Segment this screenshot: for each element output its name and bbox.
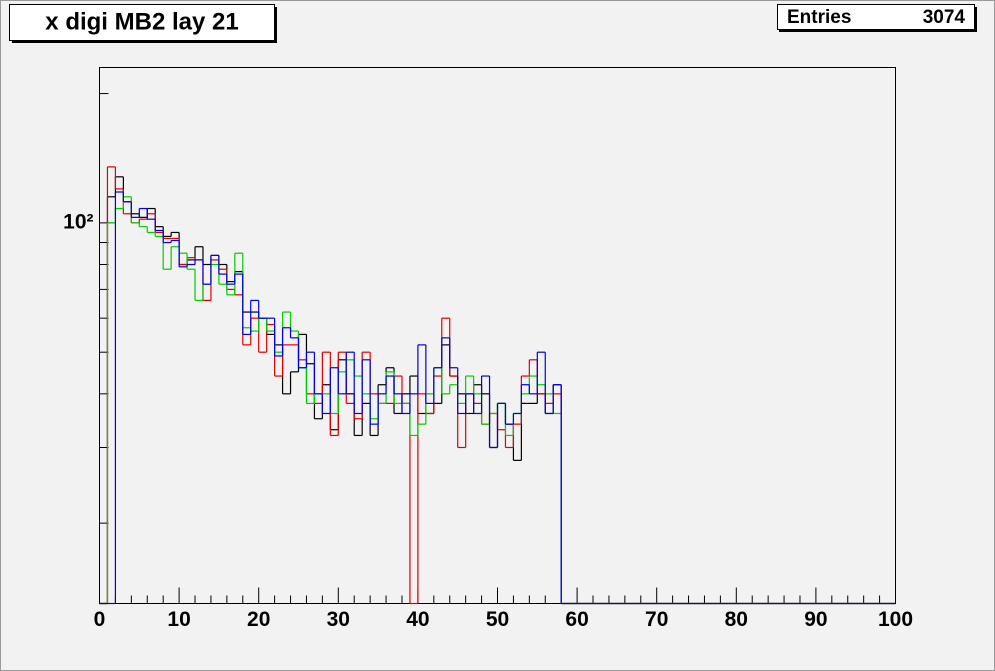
x-tick-label: 10 — [167, 608, 190, 631]
x-tick-label: 90 — [804, 608, 827, 631]
stats-value: 3074 — [923, 7, 966, 28]
x-tick-label: 40 — [406, 608, 429, 631]
chart-title: x digi MB2 lay 21 — [45, 8, 238, 35]
x-tick-label: 70 — [645, 608, 668, 631]
x-tick-label: 100 — [878, 608, 913, 631]
title-box — [9, 4, 275, 41]
stats-box — [777, 4, 975, 30]
y-tick-label: 10² — [63, 210, 93, 233]
x-tick-label: 0 — [94, 608, 106, 631]
x-tick-label: 50 — [486, 608, 509, 631]
x-tick-label: 20 — [247, 608, 270, 631]
x-tick-label: 30 — [327, 608, 350, 631]
stats-label: Entries — [787, 7, 851, 28]
x-tick-label: 80 — [725, 608, 748, 631]
x-tick-label: 60 — [565, 608, 588, 631]
plot-frame — [99, 67, 896, 604]
